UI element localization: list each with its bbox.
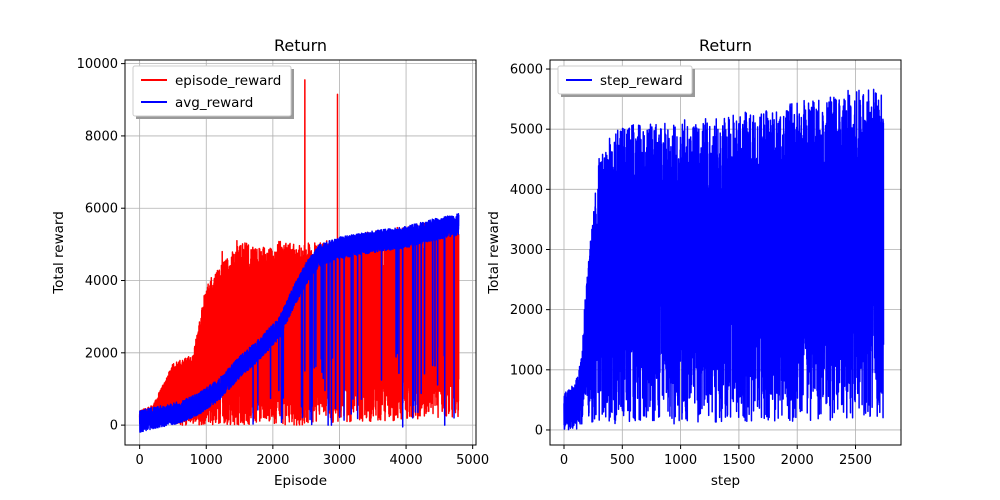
x-axis-label: step <box>711 473 740 489</box>
legend-label: episode_reward <box>175 73 281 89</box>
x-tick-label: 0 <box>560 453 568 468</box>
x-tick-label: 4000 <box>390 453 423 468</box>
x-tick-label: 0 <box>136 453 144 468</box>
x-tick-label: 1000 <box>664 453 697 468</box>
legend: episode_reward avg_reward <box>132 65 294 119</box>
y-tick-label: 8000 <box>85 129 118 144</box>
x-axis-label: Episode <box>274 473 327 489</box>
series-line-avg-reward <box>138 212 460 433</box>
chart-panel-right: 0 500 1000 1500 2000 2500 0 1000 2000 3000 4000 500… <box>486 36 902 489</box>
legend-box <box>557 65 693 95</box>
y-axis-label: Total reward <box>51 211 67 295</box>
chart-title: Return <box>699 36 752 55</box>
y-tick-label: 6000 <box>85 202 118 217</box>
series-line-step-reward <box>563 88 885 431</box>
x-tick-label: 2500 <box>839 453 872 468</box>
y-tick-label: 2000 <box>85 346 118 361</box>
y-axis-label: Total reward <box>486 211 502 295</box>
chart-title: Return <box>274 36 327 55</box>
y-tick-label: 0 <box>535 423 543 438</box>
legend-label: avg_reward <box>175 95 253 111</box>
chart-panel-left: 0 1000 2000 3000 4000 5000 0 2000 4000 6000 8000 10… <box>51 36 489 489</box>
x-tick-label: 5000 <box>456 453 489 468</box>
x-tick-label: 2000 <box>256 453 289 468</box>
x-tick-label: 2000 <box>781 453 814 468</box>
y-tick-label: 10000 <box>77 57 118 72</box>
legend: step_reward <box>557 65 695 97</box>
x-tick-label: 1500 <box>722 453 755 468</box>
x-tick-label: 1000 <box>190 453 223 468</box>
y-tick-label: 4000 <box>510 183 543 198</box>
series-line-episode-reward <box>138 79 460 426</box>
legend-box <box>132 65 292 117</box>
y-tick-label: 2000 <box>510 303 543 318</box>
y-tick-label: 3000 <box>510 243 543 258</box>
y-tick-label: 0 <box>110 419 118 434</box>
y-tick-label: 5000 <box>510 123 543 138</box>
axes-frame <box>124 59 477 446</box>
axes-frame <box>549 59 902 446</box>
x-tick-label: 3000 <box>323 453 356 468</box>
x-tick-label: 500 <box>610 453 635 468</box>
y-tick-label: 6000 <box>510 63 543 78</box>
legend-label: step_reward <box>600 73 683 89</box>
y-tick-label: 4000 <box>85 274 118 289</box>
y-tick-label: 1000 <box>510 363 543 378</box>
